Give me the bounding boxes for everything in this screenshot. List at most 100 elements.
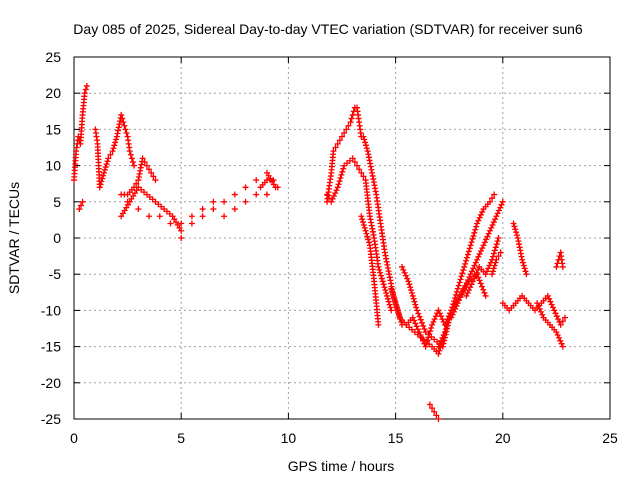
data-point (407, 284, 414, 291)
data-point (472, 272, 479, 279)
y-tick-label: 15 (45, 121, 61, 137)
data-point (412, 301, 419, 308)
data-point (459, 288, 466, 295)
data-point (326, 195, 333, 202)
data-point (336, 178, 343, 185)
data-point (534, 300, 541, 307)
data-point (438, 337, 445, 344)
x-tick-label: 0 (70, 430, 78, 446)
data-point (101, 166, 108, 173)
data-point (485, 265, 492, 272)
data-point (436, 310, 443, 317)
data-point (363, 142, 370, 149)
data-point (544, 292, 551, 299)
data-point (495, 253, 502, 260)
data-point (449, 311, 456, 318)
data-point (553, 263, 560, 270)
data-point (486, 262, 493, 269)
data-point (420, 322, 427, 329)
data-point (363, 145, 370, 152)
data-point (495, 235, 502, 241)
data-point (417, 316, 424, 323)
data-point (358, 213, 365, 220)
data-point (464, 290, 471, 297)
data-point (435, 416, 442, 422)
data-point (129, 158, 136, 165)
data-point (438, 313, 445, 320)
data-point (418, 319, 425, 326)
data-point (356, 166, 363, 173)
data-point (428, 324, 435, 331)
data-point (477, 248, 484, 255)
data-point (482, 292, 489, 299)
data-point (178, 220, 185, 227)
data-point (107, 151, 114, 158)
data-point (457, 294, 464, 301)
data-point (470, 265, 477, 272)
data-point (558, 340, 565, 347)
data-point (231, 206, 238, 213)
data-point (103, 161, 110, 168)
data-point (470, 232, 477, 239)
data-point (376, 266, 383, 273)
data-point (474, 220, 481, 227)
data-point (559, 343, 566, 350)
data-point (378, 272, 385, 279)
data-point (491, 262, 498, 269)
data-point (481, 239, 488, 246)
data-point (383, 290, 390, 297)
data-point (210, 198, 217, 205)
data-point (366, 239, 373, 246)
data-point (123, 130, 130, 137)
data-point (466, 274, 473, 281)
data-point (146, 213, 153, 220)
data-point (429, 405, 436, 412)
data-point (477, 211, 484, 218)
data-point (548, 301, 555, 308)
data-point (118, 111, 125, 118)
data-point (341, 130, 348, 137)
data-point (126, 148, 133, 155)
data-point (522, 268, 529, 275)
data-point (439, 334, 446, 341)
data-point (82, 86, 89, 93)
data-point (131, 162, 138, 169)
data-point (199, 206, 206, 213)
data-point (110, 145, 117, 152)
data-point (547, 298, 554, 305)
data-point (465, 248, 472, 255)
data-point (391, 297, 398, 304)
data-point (461, 263, 468, 270)
data-point (405, 278, 412, 285)
data-point (492, 216, 499, 223)
data-point (426, 401, 433, 408)
data-point (101, 169, 108, 176)
data-point (461, 285, 468, 292)
data-point (156, 213, 163, 220)
data-point (389, 288, 396, 295)
data-point (436, 347, 443, 354)
data-point (484, 233, 491, 240)
data-point (98, 178, 105, 185)
data-point (475, 217, 482, 224)
data-point (127, 151, 134, 158)
data-point (329, 195, 336, 202)
data-point (221, 198, 228, 205)
y-tick-label: 0 (53, 230, 61, 246)
data-point (513, 229, 520, 236)
data-point (513, 232, 520, 239)
data-point (561, 314, 568, 321)
data-point (112, 139, 119, 146)
data-point (393, 303, 400, 310)
grid (74, 57, 610, 419)
data-point (143, 162, 150, 169)
data-point (435, 343, 442, 350)
data-point (465, 287, 472, 294)
data-point (476, 214, 483, 221)
data-point (459, 270, 466, 277)
data-point (379, 278, 386, 285)
data-point (485, 230, 492, 237)
data-point (141, 158, 148, 165)
data-point (436, 340, 443, 347)
data-point (486, 227, 493, 234)
